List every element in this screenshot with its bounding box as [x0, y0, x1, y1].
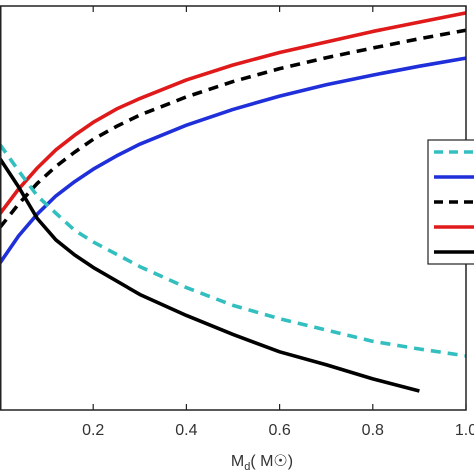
x-axis-label-subscript: d: [244, 461, 250, 473]
x-tick-label: 0.8: [362, 422, 384, 439]
x-tick-label: 0.6: [268, 422, 290, 439]
x-tick-label: 1.0: [455, 422, 474, 439]
series-line-4: [0, 143, 467, 358]
series-line-5: [0, 157, 420, 393]
x-axis-label-main: M: [231, 453, 244, 470]
series-line-1: [0, 11, 467, 215]
x-axis-ticks: 0.2 0.4 0.6 0.8 1.0: [82, 6, 474, 439]
series-line-3: [0, 56, 467, 264]
legend: [427, 139, 474, 265]
series-layer: [0, 11, 467, 393]
x-tick-label: 0.4: [175, 422, 197, 439]
x-tick-label: 0.2: [82, 422, 104, 439]
series-line-2: [0, 28, 467, 229]
x-axis-label-unit: ( M☉): [250, 453, 293, 470]
x-axis-label: Md( M☉): [231, 453, 293, 473]
